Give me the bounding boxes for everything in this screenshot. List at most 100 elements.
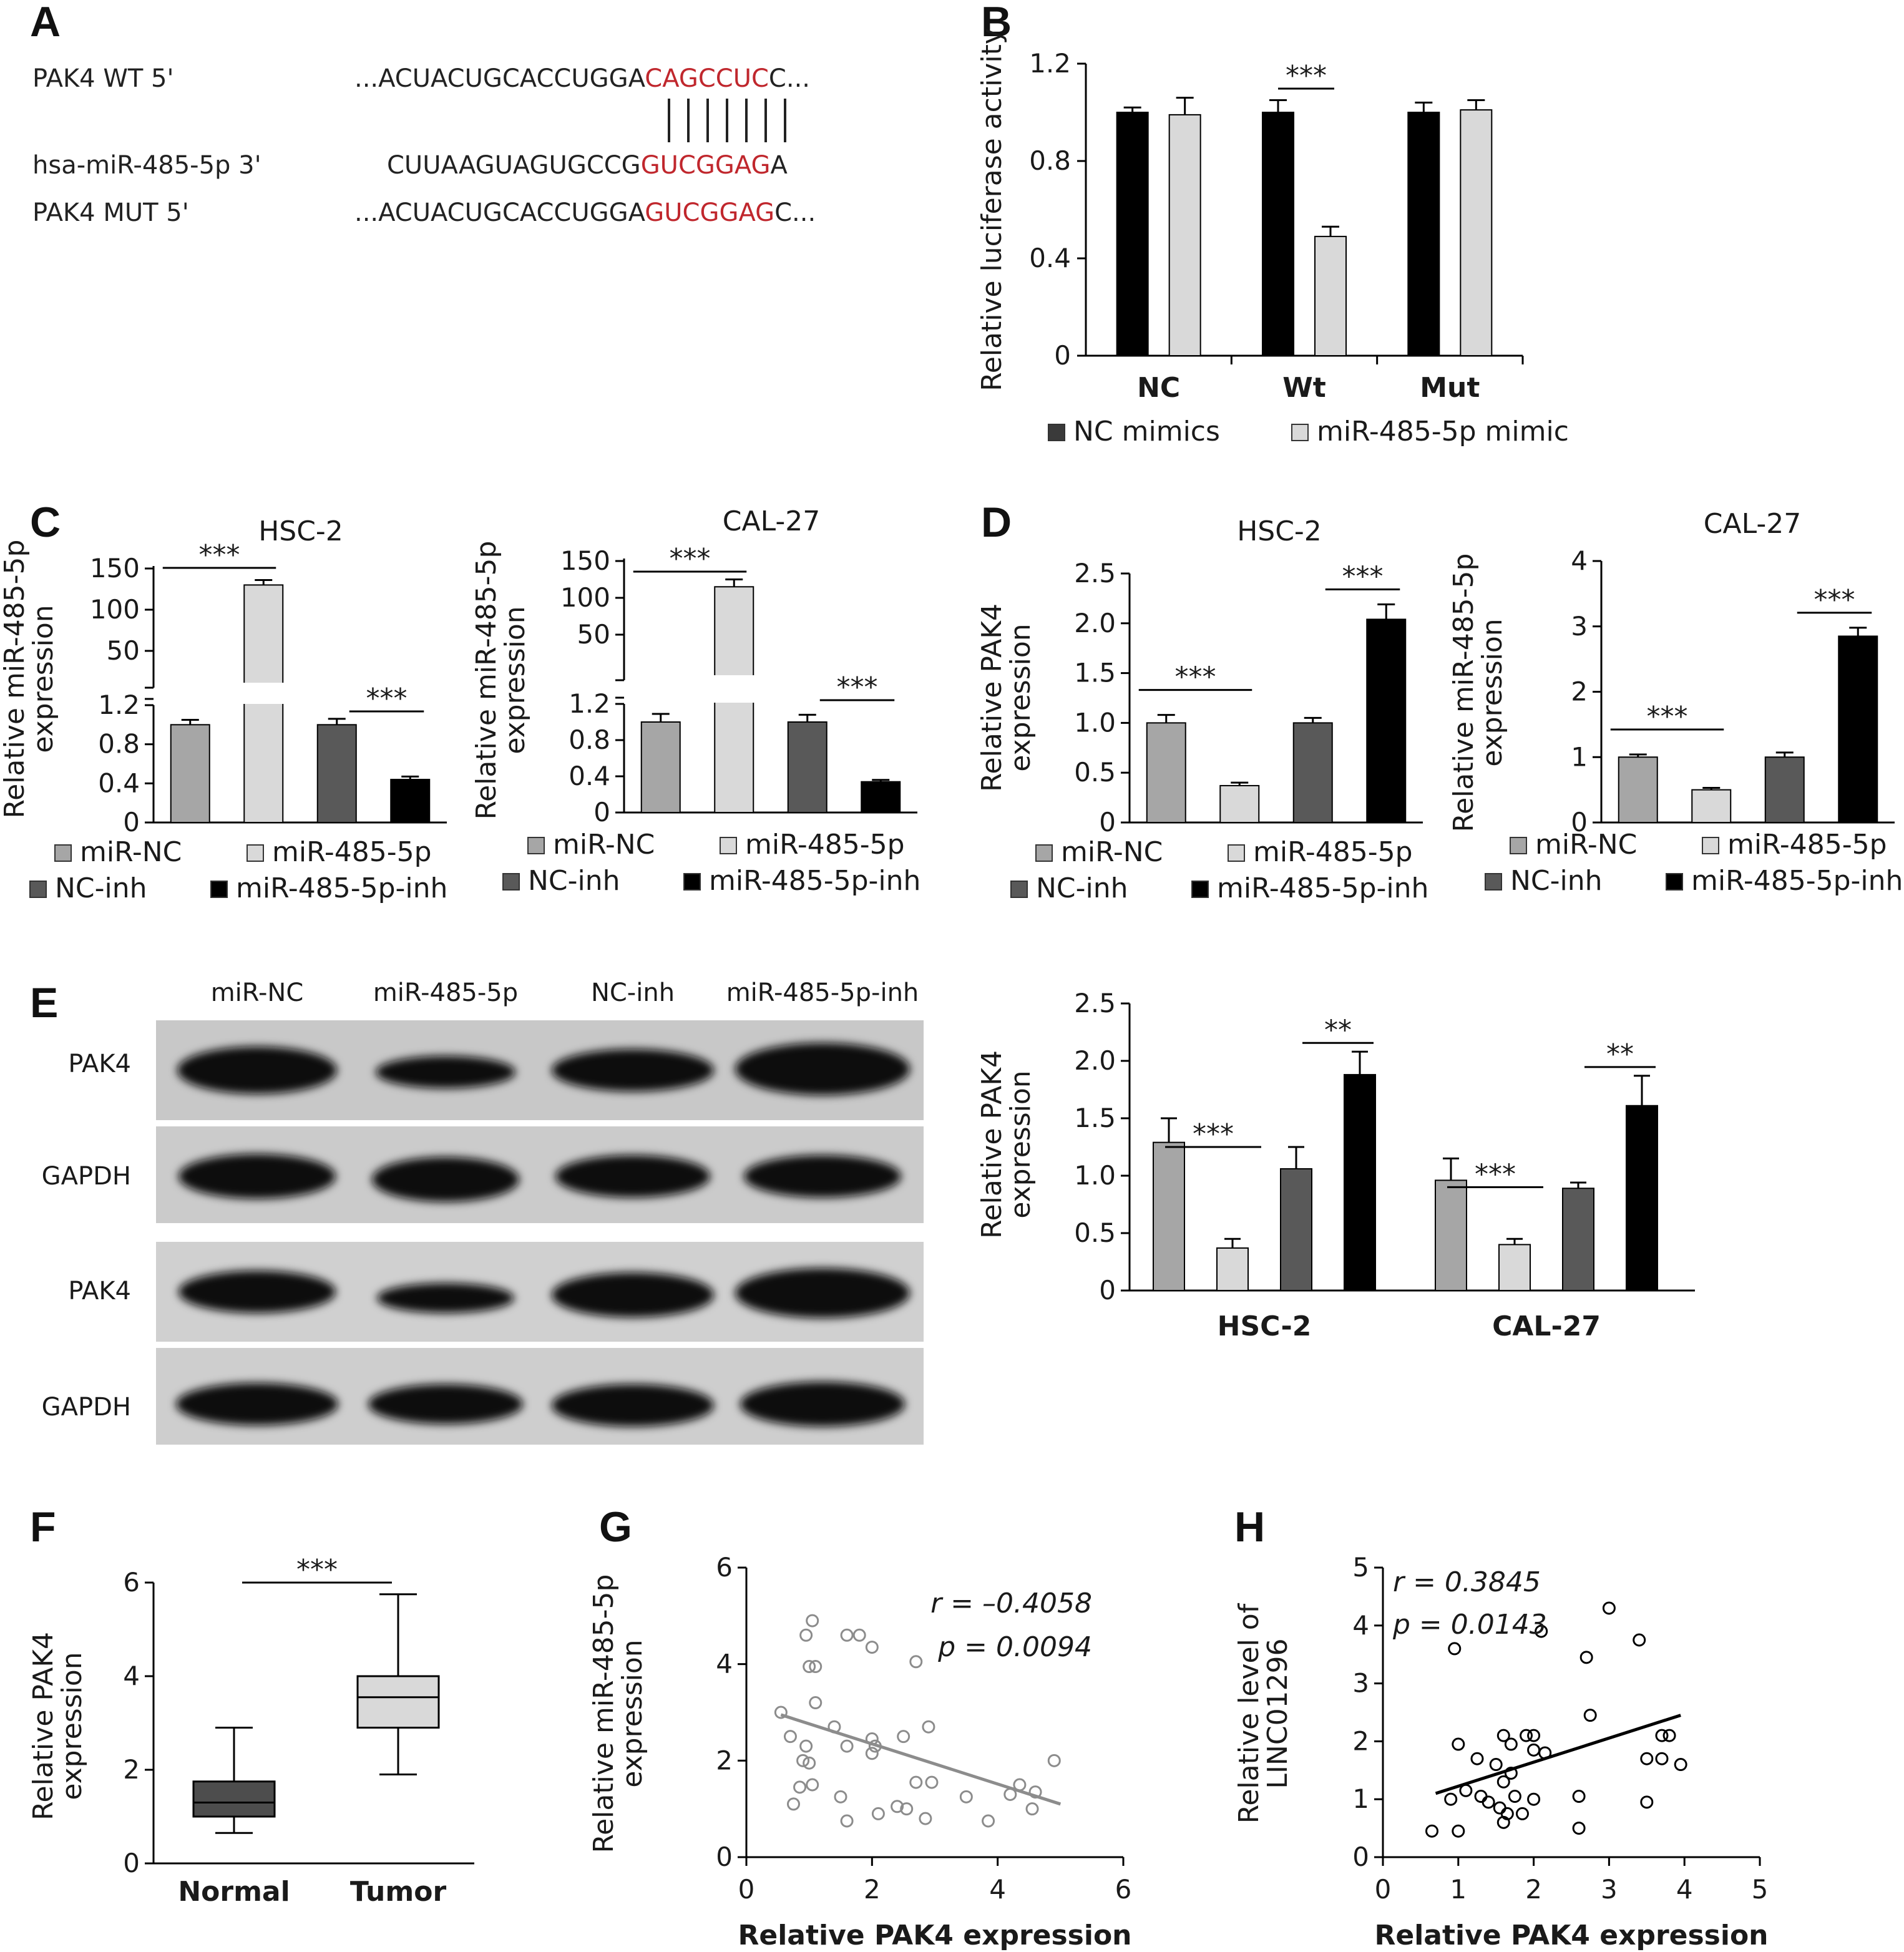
bar-mir-485-5p-inh bbox=[1366, 618, 1407, 824]
scatter-point bbox=[806, 1778, 819, 1792]
scatter-point bbox=[793, 1780, 807, 1794]
panel-letter-e: E bbox=[30, 979, 58, 1027]
scatter-point bbox=[834, 1790, 847, 1803]
bar-mir-485-5p bbox=[1219, 784, 1260, 823]
legend-label: NC-inh bbox=[1510, 865, 1603, 897]
legend-swatch bbox=[1485, 873, 1502, 891]
x-tick-label: Mut bbox=[1420, 372, 1480, 404]
legend-swatch bbox=[1035, 844, 1053, 862]
y-axis-label: Relative miR-485-5p bbox=[588, 1574, 620, 1853]
scatter-point bbox=[1496, 1815, 1510, 1829]
legend-swatch bbox=[1510, 837, 1527, 854]
scatter-point bbox=[891, 1800, 904, 1813]
correlation-p: p = 0.0094 bbox=[937, 1631, 1092, 1663]
scatter-point bbox=[1655, 1729, 1669, 1742]
legend-label: miR-485-5p bbox=[1727, 829, 1887, 861]
bar-mir-485-5p-inh bbox=[1626, 1105, 1658, 1291]
y-axis-label: Relative luciferase activity bbox=[976, 28, 1008, 391]
scatter-point bbox=[1515, 1807, 1529, 1820]
legend-swatch bbox=[1048, 424, 1065, 441]
y-tick-label: 1.2 bbox=[569, 688, 610, 719]
significance-marker: *** bbox=[1286, 60, 1327, 92]
pak4-wt-label: PAK4 WT 5' bbox=[32, 64, 174, 93]
scatter-point bbox=[809, 1660, 823, 1674]
bar-nc-mimics bbox=[1262, 112, 1294, 356]
y-tick-label: 100 bbox=[90, 594, 140, 625]
y-tick-label: 6 bbox=[123, 1567, 140, 1598]
legend-swatch bbox=[29, 881, 47, 898]
scatter-point bbox=[1655, 1752, 1669, 1765]
scatter-point bbox=[925, 1775, 939, 1789]
y-tick-label: 0.8 bbox=[1029, 145, 1071, 176]
blot-lane-label: NC-inh bbox=[591, 978, 675, 1007]
scatter-point bbox=[852, 1628, 866, 1642]
y-tick-label: 2 bbox=[123, 1754, 140, 1785]
y-axis-label: expression bbox=[499, 606, 531, 754]
scatter-point bbox=[1640, 1795, 1654, 1809]
y-tick-label: 150 bbox=[560, 545, 610, 576]
legend-label: NC-inh bbox=[55, 872, 147, 904]
bar-mir-nc bbox=[640, 721, 681, 813]
x-tick-label: 4 bbox=[989, 1874, 1006, 1905]
scatter-point bbox=[1452, 1737, 1465, 1751]
bar-nc-inh bbox=[1280, 1168, 1312, 1291]
y-axis-label: expression bbox=[56, 1652, 88, 1800]
scatter-point bbox=[809, 1696, 823, 1710]
scatter-point bbox=[897, 1730, 911, 1744]
panel-letter-h: H bbox=[1234, 1503, 1265, 1551]
mir-seed-region: GUCGGAG bbox=[640, 151, 771, 180]
blot-row-label: GAPDH bbox=[42, 1393, 131, 1422]
scatter-point bbox=[1602, 1601, 1616, 1615]
significance-marker: *** bbox=[199, 539, 240, 571]
y-tick-label: 50 bbox=[577, 619, 610, 650]
legend-label: NC-inh bbox=[528, 865, 620, 897]
scatter-point bbox=[1474, 1790, 1488, 1803]
legend-swatch bbox=[1010, 881, 1028, 898]
scatter-point bbox=[1496, 1729, 1510, 1742]
scatter-point bbox=[1572, 1822, 1586, 1835]
scatter-point bbox=[840, 1628, 854, 1642]
significance-marker: *** bbox=[1175, 661, 1216, 693]
bar-mir-nc bbox=[1618, 756, 1658, 823]
y-tick-label: 150 bbox=[90, 553, 140, 583]
scatter-point bbox=[1520, 1729, 1533, 1742]
bar-nc-mimics bbox=[1116, 112, 1149, 356]
correlation-p: p = 0.0143 bbox=[1392, 1609, 1547, 1641]
y-tick-label: 0 bbox=[593, 797, 610, 827]
x-tick-label: 0 bbox=[738, 1874, 755, 1905]
significance-marker: *** bbox=[670, 543, 711, 575]
scatter-point bbox=[1047, 1754, 1061, 1767]
scatter-point bbox=[909, 1775, 923, 1789]
scatter-point bbox=[1583, 1709, 1597, 1722]
bar-mir-nc bbox=[1153, 1141, 1185, 1292]
legend-swatch bbox=[54, 844, 72, 862]
bar-nc-inh bbox=[1562, 1188, 1594, 1291]
legend-label: miR-485-5p-inh bbox=[1217, 872, 1428, 904]
bar-nc-inh bbox=[316, 724, 357, 824]
y-tick-label: 0 bbox=[1054, 340, 1071, 371]
x-tick-label: 6 bbox=[1115, 1874, 1132, 1905]
legend-label: miR-485-5p-inh bbox=[236, 872, 447, 904]
scatter-point bbox=[1482, 1795, 1495, 1809]
panel-letter-g: G bbox=[599, 1503, 632, 1551]
y-axis-label: Relative miR-485-5p bbox=[0, 540, 31, 819]
y-axis-label: Relative PAK4 bbox=[976, 1050, 1008, 1239]
x-tick-label: 0 bbox=[1375, 1874, 1392, 1905]
bar-mir-485-5p-inh bbox=[1344, 1074, 1376, 1291]
bar-break-gap bbox=[712, 675, 756, 703]
scatter-point bbox=[1527, 1792, 1541, 1806]
bar-mir-485-5p-mimic bbox=[1314, 235, 1347, 356]
y-tick-label: 2 bbox=[1571, 676, 1588, 707]
scatter-point bbox=[1448, 1642, 1462, 1656]
significance-marker: *** bbox=[1193, 1118, 1234, 1150]
scatter-point bbox=[1535, 1624, 1548, 1638]
blot-band bbox=[555, 1155, 710, 1198]
y-tick-label: 6 bbox=[716, 1552, 733, 1583]
legend-label: miR-485-5p bbox=[745, 829, 905, 861]
bar-mir-nc bbox=[170, 724, 210, 824]
y-axis-label: Relative PAK4 bbox=[27, 1632, 59, 1820]
scatter-point bbox=[922, 1720, 935, 1734]
blot-lane-label: miR-485-5p-inh bbox=[726, 978, 919, 1007]
x-axis-label: Relative PAK4 expression bbox=[738, 1920, 1131, 1951]
scatter-point bbox=[840, 1814, 854, 1828]
